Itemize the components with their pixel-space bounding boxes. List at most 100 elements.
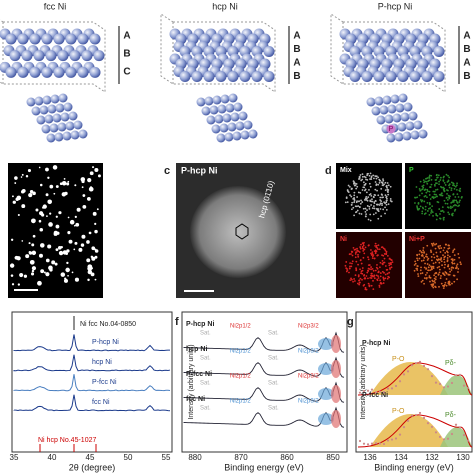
- eds-signal: [449, 270, 452, 273]
- peak-label: Sat.: [268, 331, 279, 337]
- data-point: [418, 411, 422, 415]
- eds-signal: [370, 175, 373, 178]
- eds-signal: [445, 196, 448, 199]
- eds-signal: [430, 174, 433, 177]
- eds-signal: [359, 281, 361, 284]
- eds-signal: [445, 173, 448, 176]
- sample-label: P-hcp Ni: [92, 339, 119, 346]
- eds-signal: [436, 255, 438, 258]
- eds-signal: [357, 200, 360, 203]
- fit-peak: [318, 338, 334, 350]
- nanoparticle: [91, 256, 96, 261]
- atom: [39, 105, 49, 115]
- eds-signal: [384, 181, 387, 184]
- eds-signal: [355, 211, 357, 214]
- eds-signal: [448, 184, 450, 187]
- eds-signal: [440, 260, 443, 263]
- xrd-axes: [11, 311, 173, 453]
- eds-signal: [380, 181, 383, 184]
- eds-signal: [431, 265, 434, 268]
- eds-signal: [435, 189, 437, 191]
- atom: [230, 112, 240, 122]
- eds-signal: [442, 254, 444, 257]
- nanoparticle: [35, 208, 39, 212]
- eds-signal: [368, 264, 371, 266]
- nanoparticle: [20, 176, 23, 178]
- eds-signal: [438, 208, 441, 210]
- eds-signal: [353, 199, 356, 202]
- eds-signal: [447, 254, 449, 257]
- eds-signal: [443, 216, 445, 219]
- eds-signal: [442, 176, 445, 179]
- eds-signal: [442, 179, 445, 182]
- eds-signal: [439, 217, 441, 220]
- eds-signal: [369, 213, 372, 216]
- eds-signal: [447, 264, 450, 266]
- nanoparticle: [32, 234, 36, 238]
- eds-signal: [350, 253, 352, 255]
- eds-signal: [377, 208, 379, 211]
- x-tick-label: 55: [162, 453, 171, 462]
- eds-signal: [383, 271, 385, 274]
- nanoparticle: [92, 166, 95, 169]
- eds-signal: [355, 269, 358, 272]
- nanoparticle: [94, 167, 99, 172]
- eds-signal: [434, 261, 437, 264]
- nanoparticle: [86, 197, 91, 201]
- eds-signal: [379, 275, 382, 278]
- eds-signal: [436, 195, 439, 198]
- eds-signal: [425, 267, 428, 270]
- eds-signal: [370, 268, 372, 271]
- eds-signal: [381, 270, 384, 273]
- eds-signal: [384, 212, 386, 215]
- eds-signal: [439, 213, 441, 215]
- data-point: [414, 413, 418, 417]
- xps-p-axes: [355, 311, 473, 453]
- eds-signal: [432, 242, 435, 245]
- eds-signal: [420, 260, 423, 262]
- eds-signal: [357, 205, 360, 207]
- atom: [57, 50, 69, 62]
- eds-signal: [444, 281, 447, 284]
- atom: [232, 131, 242, 141]
- structure-title: fcc Ni: [44, 1, 67, 11]
- eds-signal: [442, 284, 444, 287]
- eds-signal: [380, 246, 383, 249]
- eds-signal: [438, 271, 441, 274]
- eds-signal: [357, 250, 360, 253]
- x-tick-label: 132: [425, 453, 439, 462]
- eds-signal: [427, 257, 430, 260]
- eds-signal: [352, 280, 354, 283]
- eds-signal: [359, 259, 362, 261]
- eds-signal: [361, 189, 364, 191]
- nanoparticle: [9, 263, 15, 268]
- eds-signal: [430, 242, 433, 245]
- nanoparticle: [31, 269, 35, 273]
- stack-letter: A: [463, 58, 470, 69]
- atom: [203, 71, 215, 82]
- atom: [89, 33, 101, 45]
- eds-signal: [425, 255, 427, 258]
- atom: [77, 66, 89, 78]
- nanoparticle: [66, 249, 70, 253]
- eds-signal: [377, 277, 380, 279]
- eds-signal: [345, 197, 348, 200]
- eds-signal: [379, 196, 382, 199]
- peak-label: Sat.: [200, 331, 211, 337]
- eds-signal: [383, 279, 385, 281]
- eds-signal: [363, 252, 366, 255]
- x-tick-label: 880: [188, 453, 202, 462]
- eds-signal: [354, 248, 357, 251]
- eds-signal: [418, 188, 421, 190]
- eds-signal: [428, 194, 431, 196]
- eds-signal: [380, 282, 383, 285]
- xps-spectrum: [183, 381, 345, 403]
- nanoparticle: [74, 215, 77, 219]
- x-axis-label: Binding energy (eV): [374, 462, 454, 472]
- eds-signal: [367, 267, 370, 270]
- eds-signal: [375, 177, 378, 180]
- eds-signal: [349, 265, 351, 268]
- x-tick-label: 870: [234, 453, 248, 462]
- eds-signal: [420, 266, 422, 269]
- eds-signal: [423, 251, 425, 254]
